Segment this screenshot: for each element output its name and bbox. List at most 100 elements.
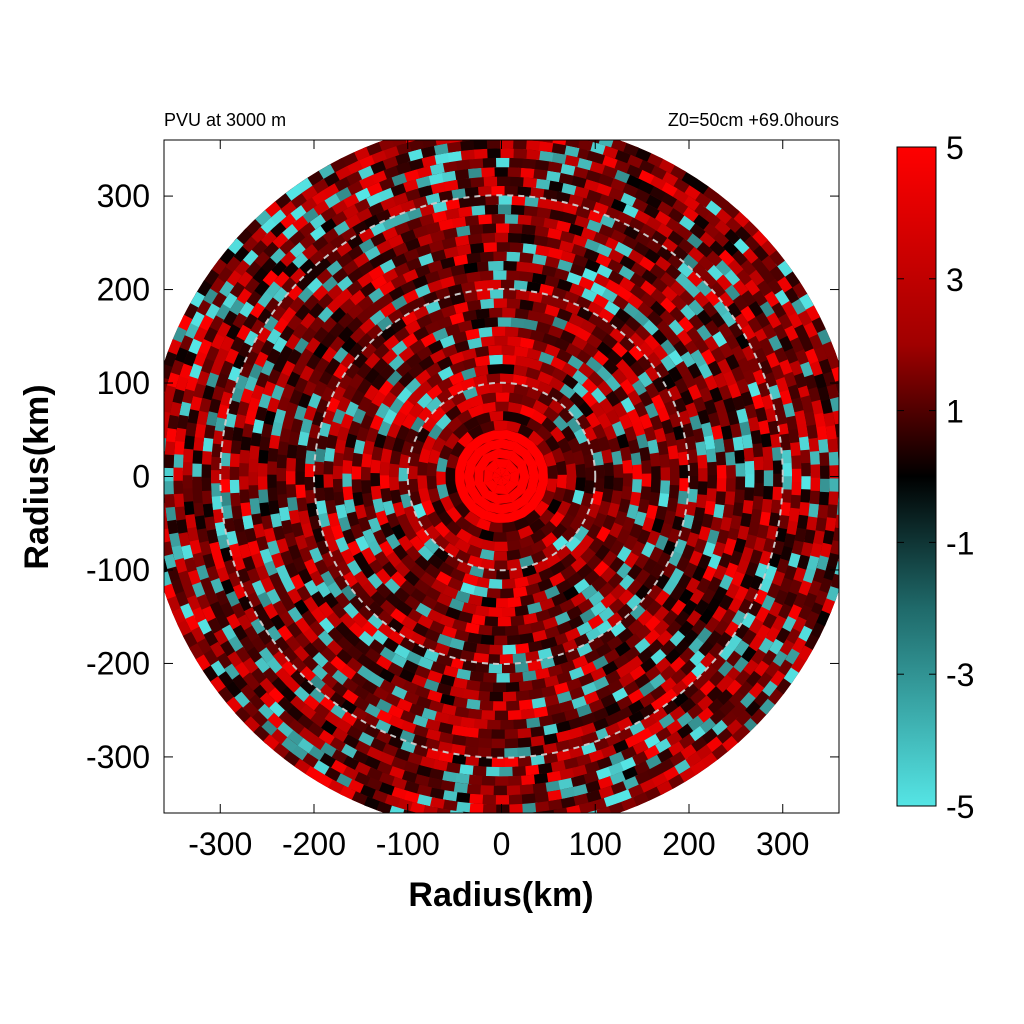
field-cell xyxy=(351,466,362,481)
field-cell xyxy=(565,476,577,491)
field-cell xyxy=(735,405,749,424)
field-cell xyxy=(485,279,501,290)
field-cell xyxy=(418,487,431,504)
field-cell xyxy=(513,718,530,730)
field-cell xyxy=(622,458,633,474)
field-cell xyxy=(491,729,508,739)
field-cell xyxy=(565,535,582,552)
field-cell xyxy=(512,345,529,358)
field-cell xyxy=(527,476,539,492)
field-cell xyxy=(530,272,547,285)
field-cell xyxy=(440,179,459,192)
field-cell xyxy=(467,177,485,188)
field-cell xyxy=(820,462,830,479)
field-cell xyxy=(547,398,565,415)
field-cell xyxy=(573,326,592,342)
field-cell xyxy=(649,451,661,467)
field-cell xyxy=(407,478,419,494)
reference-circle xyxy=(219,194,784,759)
field-cell xyxy=(677,489,689,505)
field-cell xyxy=(458,611,475,624)
field-cell xyxy=(541,531,559,548)
field-cell xyxy=(675,554,691,573)
field-cell xyxy=(446,382,464,397)
field-cell xyxy=(254,406,268,424)
field-cell xyxy=(201,464,212,481)
field-cell xyxy=(488,410,504,422)
field-cell xyxy=(192,476,202,494)
field-cell xyxy=(508,204,525,215)
field-cell xyxy=(642,515,656,533)
field-cell xyxy=(556,690,575,704)
field-cell xyxy=(574,140,593,151)
field-cell xyxy=(194,515,207,533)
field-cell xyxy=(360,480,372,496)
field-cell xyxy=(486,345,502,356)
field-cell xyxy=(506,420,522,433)
field-cell xyxy=(445,606,463,621)
field-cell xyxy=(437,510,454,528)
colorbar-tick-label: 5 xyxy=(946,130,964,166)
field-cell xyxy=(518,337,535,349)
field-cell xyxy=(542,406,560,422)
field-cell xyxy=(425,396,443,413)
field-cell xyxy=(581,377,598,394)
field-cell xyxy=(430,797,448,810)
field-cell xyxy=(425,279,443,294)
field-cell xyxy=(483,448,500,463)
field-cell xyxy=(572,489,585,505)
field-cell xyxy=(333,491,345,508)
field-cell xyxy=(725,449,736,466)
field-cell xyxy=(481,392,497,404)
field-cell xyxy=(496,804,513,813)
field-cell xyxy=(423,678,442,693)
field-cell xyxy=(577,361,595,378)
field-cell xyxy=(558,182,577,196)
field-cell xyxy=(781,486,792,503)
field-cell xyxy=(527,462,539,478)
field-cell xyxy=(484,458,499,473)
field-cell xyxy=(185,422,197,440)
field-cell xyxy=(164,391,166,397)
field-cell xyxy=(532,225,550,238)
field-cell xyxy=(528,640,545,653)
field-cell xyxy=(315,435,328,452)
field-cell xyxy=(769,509,781,527)
field-cell xyxy=(514,261,531,273)
field-cell xyxy=(455,773,473,785)
field-cell xyxy=(517,167,535,179)
field-cell xyxy=(451,254,468,267)
field-cell xyxy=(511,279,528,291)
field-cell xyxy=(491,251,507,262)
field-cell xyxy=(778,512,790,530)
field-cell xyxy=(527,601,544,615)
field-cell xyxy=(517,423,534,438)
field-cell xyxy=(509,567,525,580)
field-cell xyxy=(557,406,574,423)
field-cell xyxy=(484,130,501,140)
field-cell xyxy=(277,441,289,458)
field-cell xyxy=(533,706,551,718)
field-cell xyxy=(314,474,324,491)
field-cell xyxy=(528,329,545,342)
field-cell xyxy=(505,625,521,636)
field-cell xyxy=(573,525,590,542)
field-cell xyxy=(666,496,679,513)
field-cell xyxy=(379,522,395,540)
field-cell xyxy=(575,462,586,478)
field-cell xyxy=(550,759,569,773)
field-cell xyxy=(222,426,234,444)
field-cell xyxy=(148,416,160,434)
field-cell xyxy=(612,400,628,418)
field-cell xyxy=(462,573,479,587)
field-cell xyxy=(450,810,467,813)
field-cell xyxy=(323,447,335,464)
field-cell xyxy=(556,172,574,185)
field-cell xyxy=(276,454,287,471)
field-cell xyxy=(759,337,775,357)
field-cell xyxy=(566,677,584,692)
field-cell xyxy=(330,385,346,403)
field-cell xyxy=(146,495,157,512)
field-cell xyxy=(648,490,661,507)
field-cell xyxy=(692,426,705,443)
